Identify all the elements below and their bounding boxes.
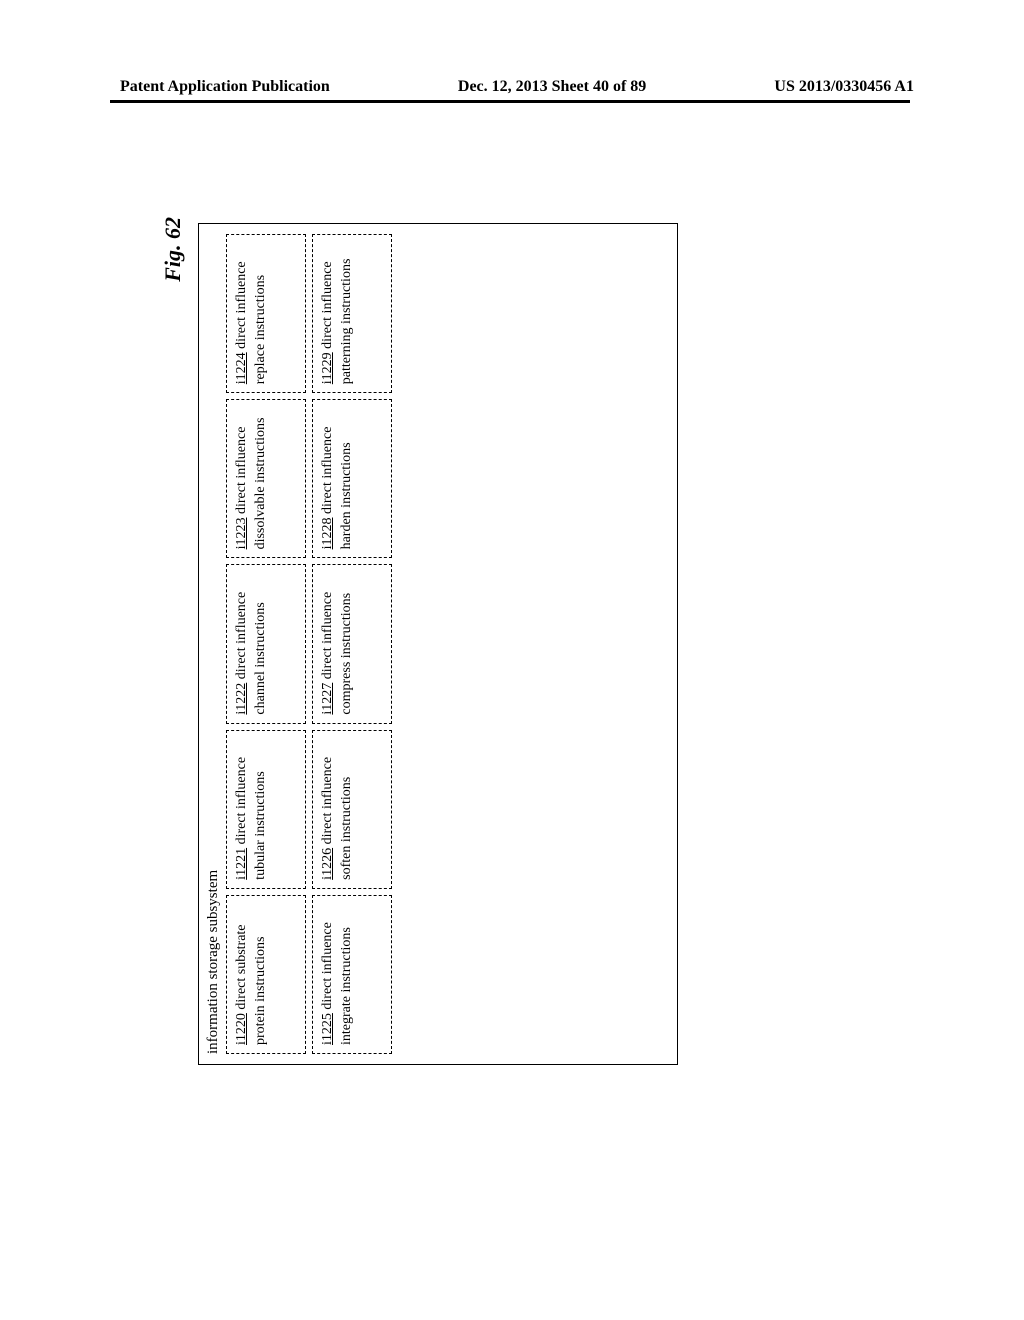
box-i1223: i1223 direct influence dissolvable instr… bbox=[226, 399, 306, 558]
ref-i1226: i1226 bbox=[320, 848, 335, 880]
header-right: US 2013/0330456 A1 bbox=[774, 78, 914, 96]
ref-i1229: i1229 bbox=[320, 352, 335, 384]
ref-i1221: i1221 bbox=[234, 848, 249, 880]
box-i1222: i1222 direct influence channel instructi… bbox=[226, 564, 306, 723]
box-i1228: i1228 direct influence harden instructio… bbox=[312, 399, 392, 558]
ref-i1223: i1223 bbox=[234, 518, 249, 550]
box-i1226: i1226 direct influence soften instructio… bbox=[312, 730, 392, 889]
ref-i1227: i1227 bbox=[320, 683, 335, 715]
header-left: Patent Application Publication bbox=[120, 78, 330, 96]
header-rule bbox=[110, 100, 910, 103]
figure-rotated-container: Fig. 62 information storage subsystem i1… bbox=[0, 370, 855, 900]
box-i1221: i1221 direct influence tubular instructi… bbox=[226, 730, 306, 889]
ref-i1222: i1222 bbox=[234, 683, 249, 715]
figure-landscape: Fig. 62 information storage subsystem i1… bbox=[160, 205, 690, 1065]
figure-label: Fig. 62 bbox=[160, 217, 186, 282]
box-i1227: i1227 direct influence compress instruct… bbox=[312, 564, 392, 723]
information-storage-subsystem-box: information storage subsystem i1220 dire… bbox=[198, 223, 678, 1065]
ref-i1228: i1228 bbox=[320, 518, 335, 550]
instruction-grid: i1220 direct substrate protein instructi… bbox=[226, 234, 392, 1054]
box-i1225: i1225 direct influence integrate instruc… bbox=[312, 895, 392, 1054]
box-i1224: i1224 direct influence replace instructi… bbox=[226, 234, 306, 393]
box-i1229: i1229 direct influence patterning instru… bbox=[312, 234, 392, 393]
box-i1220: i1220 direct substrate protein instructi… bbox=[226, 895, 306, 1054]
ref-i1224: i1224 bbox=[234, 352, 249, 384]
ref-i1225: i1225 bbox=[320, 1013, 335, 1045]
page-header: Patent Application Publication Dec. 12, … bbox=[0, 78, 1024, 96]
header-center: Dec. 12, 2013 Sheet 40 of 89 bbox=[458, 78, 646, 96]
outer-box-title: information storage subsystem bbox=[205, 234, 222, 1054]
ref-i1220: i1220 bbox=[234, 1013, 249, 1045]
